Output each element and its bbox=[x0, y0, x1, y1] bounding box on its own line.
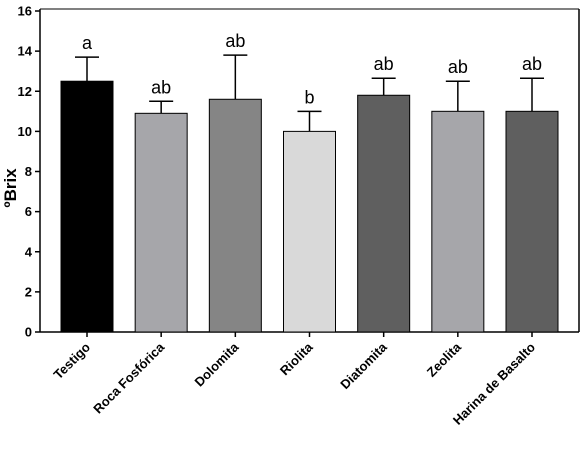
x-tick-label: Testigo bbox=[51, 339, 94, 382]
y-tick-label: 16 bbox=[18, 4, 32, 19]
x-tick-label: Diatomita bbox=[337, 339, 390, 392]
significance-label: ab bbox=[374, 54, 394, 74]
bar-roca-fosf-rica bbox=[134, 112, 188, 333]
x-tick-label: Zeolita bbox=[424, 339, 465, 380]
y-tick-label: 4 bbox=[25, 244, 33, 259]
x-tick-label: Harina de Basalto bbox=[450, 339, 538, 427]
significance-label: a bbox=[82, 33, 93, 53]
y-axis-title: ºBrix bbox=[1, 168, 20, 208]
significance-label: ab bbox=[522, 54, 542, 74]
bar-diatomita bbox=[357, 94, 411, 333]
significance-label: b bbox=[304, 87, 314, 107]
x-tick-label: Roca Fosfórica bbox=[90, 339, 168, 417]
y-tick-label: 10 bbox=[18, 124, 32, 139]
bar-riolita bbox=[283, 130, 336, 333]
y-tick-label: 12 bbox=[18, 84, 32, 99]
x-tick-label: Riolita bbox=[277, 339, 316, 378]
x-tick-label: Dolomita bbox=[192, 339, 242, 389]
bar-dolomita bbox=[208, 98, 262, 333]
significance-label: ab bbox=[151, 77, 171, 97]
y-tick-label: 14 bbox=[18, 44, 33, 59]
significance-label: ab bbox=[448, 57, 468, 77]
y-tick-label: 0 bbox=[25, 325, 32, 340]
y-tick-label: 8 bbox=[25, 164, 32, 179]
significance-label: ab bbox=[225, 31, 245, 51]
bar-testigo bbox=[60, 80, 114, 333]
bar-harina-de-basalto bbox=[505, 110, 559, 333]
plot-frame bbox=[39, 8, 580, 333]
bar-zeolita bbox=[431, 110, 485, 333]
y-tick-label: 2 bbox=[25, 284, 32, 299]
y-tick-label: 6 bbox=[25, 204, 32, 219]
